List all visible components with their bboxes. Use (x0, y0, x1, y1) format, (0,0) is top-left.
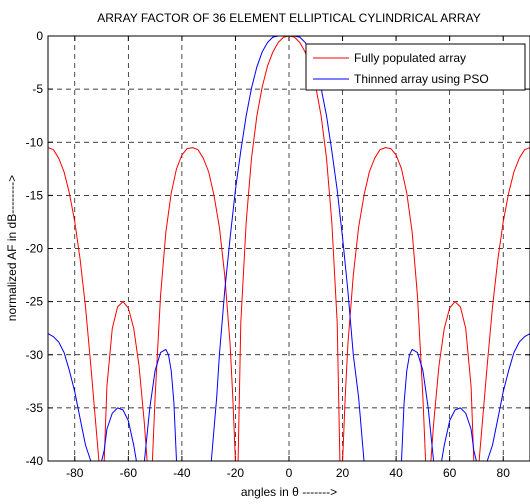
x-tick-label: -80 (66, 466, 84, 480)
y-tick-label: -35 (26, 401, 44, 415)
x-tick-label: -40 (173, 466, 191, 480)
x-tick-label: 0 (286, 466, 293, 480)
series-line-fully-populated (48, 36, 530, 461)
x-tick-label: 20 (336, 466, 350, 480)
plot-frame (47, 35, 530, 462)
x-axis-label: angles in θ -------> (241, 485, 337, 499)
y-ticks: 0 -5 -10 -15 -20 -25 -30 -35 -40 (26, 29, 530, 468)
y-tick-label: -40 (26, 454, 44, 468)
legend-label-fully-populated: Fully populated array (354, 51, 466, 65)
chart-title: ARRAY FACTOR OF 36 ELEMENT ELLIPTICAL CY… (97, 11, 480, 25)
y-tick-label: -15 (26, 188, 44, 202)
legend: Fully populated array Thinned array usin… (305, 43, 526, 91)
x-tick-label: 80 (497, 466, 511, 480)
y-tick-label: -5 (32, 82, 43, 96)
legend-box (305, 43, 526, 91)
x-tick-label: -60 (120, 466, 138, 480)
legend-label-thinned-pso: Thinned array using PSO (354, 72, 489, 86)
x-ticks: -80 -60 -40 -20 0 20 40 60 80 (66, 36, 510, 480)
y-tick-label: -25 (26, 295, 44, 309)
x-tick-label: 60 (443, 466, 457, 480)
y-tick-label: -20 (26, 242, 44, 256)
y-axis-label: normalized AF in dB--------> (5, 175, 19, 321)
x-tick-label: -20 (227, 466, 245, 480)
y-tick-label: 0 (36, 29, 43, 43)
y-tick-label: -30 (26, 348, 44, 362)
x-tick-label: 40 (389, 466, 403, 480)
y-tick-label: -10 (26, 135, 44, 149)
series-line-thinned-pso (48, 36, 530, 461)
